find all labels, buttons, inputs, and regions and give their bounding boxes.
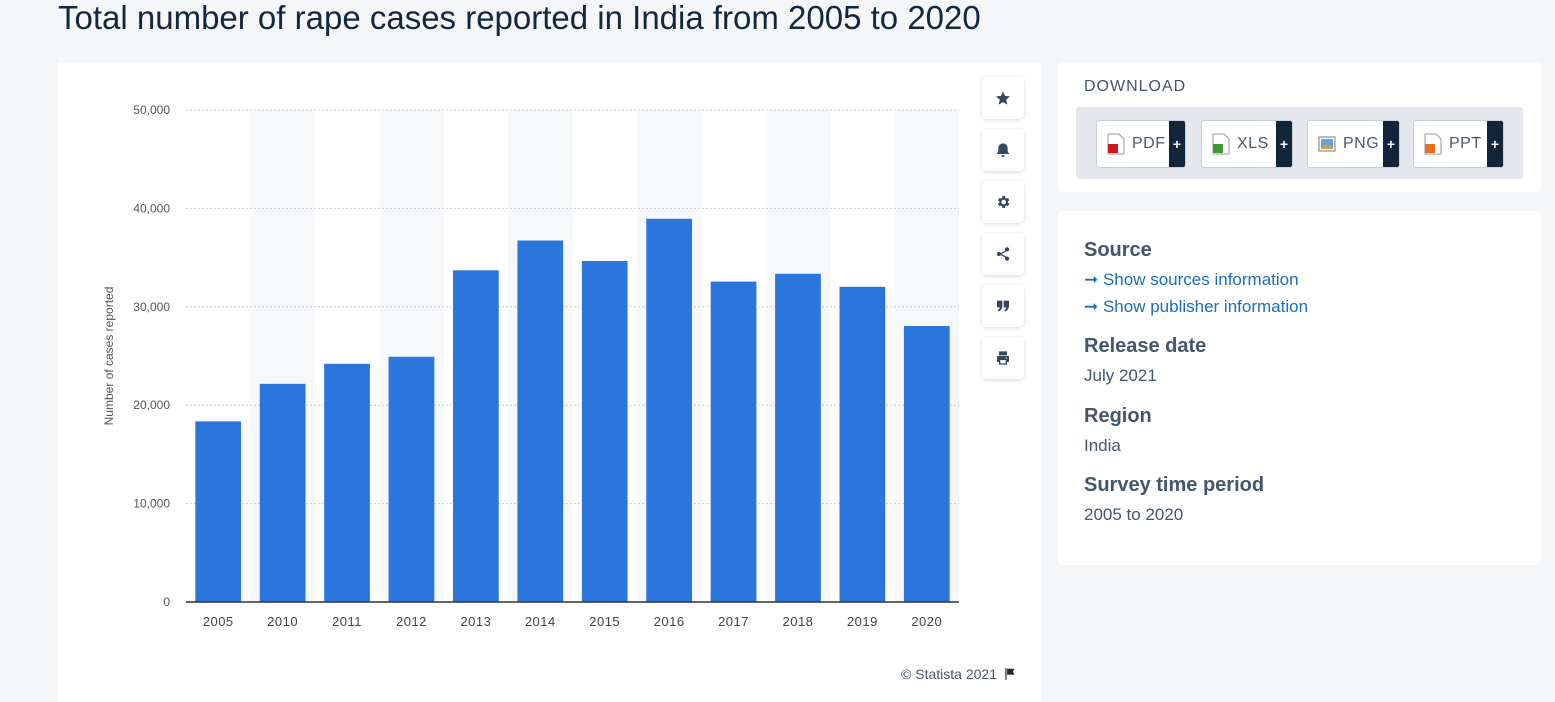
show-sources-link[interactable]: ➞ Show sources information bbox=[1084, 270, 1299, 289]
bar bbox=[839, 286, 886, 602]
download-xls-button[interactable]: XLS + bbox=[1201, 120, 1293, 168]
xls-icon bbox=[1212, 133, 1230, 155]
x-tick-label: 2012 bbox=[396, 614, 427, 629]
bar bbox=[710, 281, 757, 602]
download-bar: PDF + XLS + PNG + PPT + bbox=[1076, 107, 1523, 179]
page-title: Total number of rape cases reported in I… bbox=[58, 0, 981, 36]
y-tick-label: 40,000 bbox=[133, 201, 170, 215]
x-tick-label: 2005 bbox=[203, 614, 234, 629]
info-card: Source ➞ Show sources information ➞ Show… bbox=[1058, 211, 1541, 565]
print-button[interactable] bbox=[982, 337, 1024, 379]
bar bbox=[195, 421, 242, 602]
x-tick-label: 2015 bbox=[589, 614, 620, 629]
bar bbox=[646, 218, 692, 602]
share-icon bbox=[996, 247, 1010, 261]
pdf-icon bbox=[1107, 133, 1125, 155]
x-tick-label: 2017 bbox=[718, 614, 749, 629]
y-tick-label: 0 bbox=[163, 595, 170, 609]
show-publisher-link[interactable]: ➞ Show publisher information bbox=[1084, 297, 1309, 316]
star-icon bbox=[996, 91, 1010, 105]
y-axis-label: Number of cases reported bbox=[102, 287, 116, 426]
download-pdf-button[interactable]: PDF + bbox=[1096, 120, 1186, 168]
download-ppt-label: PPT bbox=[1449, 135, 1482, 152]
x-tick-label: 2016 bbox=[654, 614, 685, 629]
settings-button[interactable] bbox=[982, 181, 1024, 223]
bar bbox=[388, 356, 435, 602]
release-date-value: July 2021 bbox=[1084, 366, 1157, 385]
bell-icon bbox=[997, 143, 1009, 157]
download-pdf-label: PDF bbox=[1132, 135, 1166, 152]
favorite-button[interactable] bbox=[982, 77, 1024, 119]
quote-icon bbox=[997, 300, 1009, 312]
notification-button[interactable] bbox=[982, 129, 1024, 171]
download-title: DOWNLOAD bbox=[1084, 78, 1187, 95]
x-tick-label: 2018 bbox=[782, 614, 813, 629]
y-tick-label: 30,000 bbox=[133, 300, 170, 314]
survey-period-heading: Survey time period bbox=[1084, 474, 1265, 496]
print-icon bbox=[997, 351, 1009, 365]
x-tick-label: 2014 bbox=[525, 614, 556, 629]
source-heading: Source bbox=[1084, 239, 1152, 261]
copyright: © Statista 2021 bbox=[901, 666, 1017, 682]
flag-icon[interactable] bbox=[1003, 667, 1017, 681]
bar bbox=[903, 326, 950, 602]
bar-chart: 0 10,000 20,000 30,000 40,000 50,000 2005 2010 2… bbox=[102, 103, 959, 629]
plus-icon: + bbox=[1276, 121, 1292, 167]
bar bbox=[581, 261, 628, 602]
share-button[interactable] bbox=[982, 233, 1024, 275]
citation-button[interactable] bbox=[982, 285, 1024, 327]
y-tick-label: 10,000 bbox=[133, 497, 170, 511]
gear-icon bbox=[998, 196, 1010, 208]
bar bbox=[259, 383, 306, 602]
plus-icon: + bbox=[1487, 121, 1503, 167]
x-tick-label: 2010 bbox=[267, 614, 298, 629]
bar bbox=[453, 270, 499, 602]
plus-icon: + bbox=[1169, 121, 1185, 167]
download-png-button[interactable]: PNG + bbox=[1307, 120, 1400, 168]
bar bbox=[775, 273, 821, 602]
png-icon bbox=[1318, 136, 1336, 152]
copyright-text: © Statista 2021 bbox=[901, 666, 997, 682]
x-tick-label: 2020 bbox=[911, 614, 942, 629]
ppt-icon bbox=[1424, 133, 1442, 155]
region-heading: Region bbox=[1084, 405, 1152, 427]
y-tick-label: 20,000 bbox=[133, 398, 170, 412]
download-xls-label: XLS bbox=[1237, 135, 1269, 152]
download-png-label: PNG bbox=[1343, 135, 1380, 152]
release-date-heading: Release date bbox=[1084, 335, 1207, 357]
bar bbox=[324, 363, 370, 602]
x-tick-label: 2011 bbox=[332, 614, 362, 629]
y-tick-label: 50,000 bbox=[133, 103, 170, 117]
chart-card: 0 10,000 20,000 30,000 40,000 50,000 2005 2010 2… bbox=[58, 62, 1041, 702]
bar bbox=[517, 240, 564, 603]
download-card: DOWNLOAD PDF + XLS + PNG + PPT + bbox=[1058, 62, 1541, 192]
download-ppt-button[interactable]: PPT + bbox=[1413, 120, 1504, 168]
region-value: India bbox=[1084, 436, 1121, 455]
survey-period-value: 2005 to 2020 bbox=[1084, 505, 1184, 524]
x-tick-label: 2019 bbox=[847, 614, 878, 629]
plus-icon: + bbox=[1383, 121, 1399, 167]
x-tick-label: 2013 bbox=[460, 614, 491, 629]
